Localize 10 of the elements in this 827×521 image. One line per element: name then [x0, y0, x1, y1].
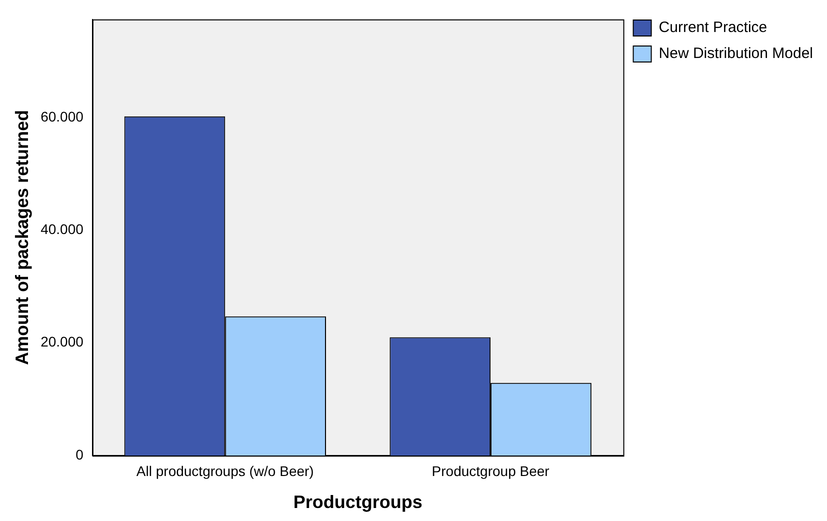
y-tick-label: 20.000	[40, 334, 84, 350]
legend-label: New Distribution Model	[658, 45, 814, 62]
legend-label: Current Practice	[658, 19, 768, 36]
y-tick-label: 60.000	[40, 108, 84, 124]
x-tick-label: All productgroups (w/o Beer)	[136, 462, 314, 479]
x-tick-label: Productgroup Beer	[432, 462, 550, 479]
y-tick-label: 0	[76, 446, 84, 462]
y-axis-title: Amount of packages returned	[12, 110, 32, 366]
x-axis-title: Productgroups	[293, 492, 422, 512]
y-tick-label: 40.000	[40, 221, 84, 238]
